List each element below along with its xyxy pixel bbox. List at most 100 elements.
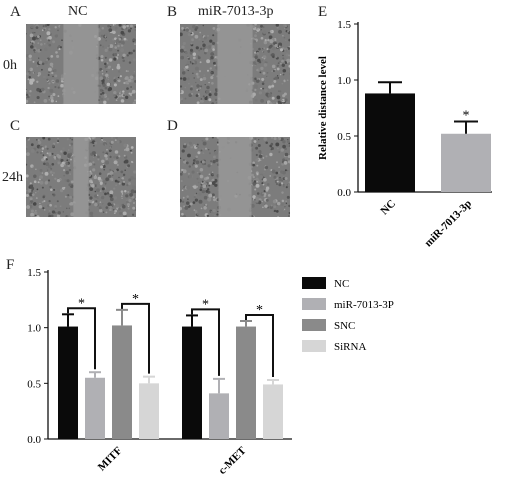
micrograph-nc-0h	[26, 24, 136, 104]
cell-mark	[202, 184, 207, 189]
cell-mark	[107, 202, 112, 207]
cell-mark	[185, 161, 189, 165]
cell-mark	[263, 40, 268, 45]
cell-mark	[124, 169, 126, 171]
cell-mark	[258, 28, 261, 31]
cell-mark	[117, 44, 120, 48]
cell-mark	[26, 189, 28, 192]
cell-mark	[269, 152, 273, 157]
cell-mark	[210, 160, 213, 163]
cell-mark	[277, 100, 281, 104]
cell-mark	[274, 76, 278, 80]
cell-mark	[113, 95, 116, 98]
cell-mark	[116, 168, 119, 172]
cell-mark	[94, 190, 97, 193]
cell-mark	[101, 159, 105, 164]
cell-mark	[100, 34, 104, 38]
cell-mark	[195, 24, 199, 27]
cell-mark	[120, 190, 124, 193]
cell-mark	[182, 163, 185, 167]
cell-mark	[274, 68, 276, 71]
cell-mark	[125, 70, 128, 72]
cell-mark	[113, 24, 117, 26]
cell-mark	[215, 182, 217, 185]
cell-mark	[31, 193, 35, 196]
cell-mark	[55, 51, 58, 54]
cell-mark	[37, 74, 40, 77]
cell-mark	[252, 41, 255, 44]
cell-mark	[282, 57, 285, 60]
cell-mark	[104, 33, 109, 37]
cell-mark	[214, 58, 218, 62]
cell-mark	[277, 46, 279, 49]
cell-mark	[101, 144, 104, 147]
cell-mark	[269, 39, 274, 44]
cell-mark	[191, 164, 194, 166]
cell-mark	[93, 175, 98, 180]
cell-mark	[26, 152, 30, 156]
cell-mark	[258, 47, 261, 51]
cell-mark	[47, 179, 51, 182]
cell-mark	[42, 97, 44, 99]
f-significance-mark: *	[132, 292, 139, 307]
f-bar	[236, 326, 256, 439]
cell-mark	[36, 95, 40, 100]
cell-mark	[188, 82, 190, 85]
cell-mark	[205, 203, 208, 206]
f-y-tick-label: 1.5	[27, 267, 41, 279]
f-bar	[85, 377, 105, 439]
cell-mark	[288, 212, 290, 214]
cell-mark	[192, 56, 196, 60]
cell-mark	[258, 138, 260, 141]
cell-mark	[121, 195, 123, 198]
cell-mark	[284, 25, 287, 28]
cell-mark	[261, 77, 265, 81]
cell-mark	[28, 94, 31, 97]
cell-mark	[287, 70, 290, 72]
cell-mark	[26, 54, 28, 57]
cell-mark	[202, 24, 205, 27]
cell-mark	[112, 157, 117, 162]
cell-mark	[275, 142, 280, 147]
cell-mark	[99, 88, 103, 92]
cell-mark	[117, 70, 121, 73]
cell-mark	[281, 82, 284, 85]
cell-mark	[284, 147, 288, 151]
cell-mark	[262, 30, 267, 34]
cell-mark	[55, 207, 57, 209]
cell-mark	[109, 197, 114, 202]
cell-mark	[268, 31, 270, 34]
cell-mark	[273, 137, 277, 141]
cell-mark	[254, 88, 257, 92]
cell-mark	[124, 77, 128, 80]
cell-mark	[107, 174, 112, 179]
cell-mark	[195, 160, 200, 165]
cell-mark	[271, 81, 275, 85]
cell-mark	[208, 81, 210, 84]
cell-mark	[201, 160, 205, 164]
cell-mark	[280, 137, 284, 141]
cell-mark	[211, 41, 216, 45]
cell-mark	[30, 45, 34, 49]
cell-mark	[128, 61, 132, 64]
f-y-tick-label: 1.0	[27, 323, 41, 335]
cell-mark	[288, 64, 290, 68]
cell-mark	[102, 179, 107, 184]
cell-mark	[276, 147, 279, 150]
cell-mark	[42, 207, 45, 210]
cell-mark	[271, 96, 275, 100]
cell-mark	[131, 93, 135, 97]
cell-mark	[271, 70, 274, 73]
cell-mark	[113, 160, 117, 165]
cell-mark	[52, 142, 56, 146]
cell-mark	[60, 83, 64, 88]
cell-mark	[104, 96, 106, 99]
cell-mark	[253, 180, 257, 183]
cell-mark	[52, 144, 55, 148]
cell-mark	[277, 215, 279, 217]
cell-mark	[280, 202, 284, 206]
cell-mark	[133, 198, 135, 201]
e-x-tick-label: miR-7013-3p	[422, 198, 474, 250]
cell-mark	[107, 47, 109, 49]
cell-mark	[250, 203, 255, 208]
